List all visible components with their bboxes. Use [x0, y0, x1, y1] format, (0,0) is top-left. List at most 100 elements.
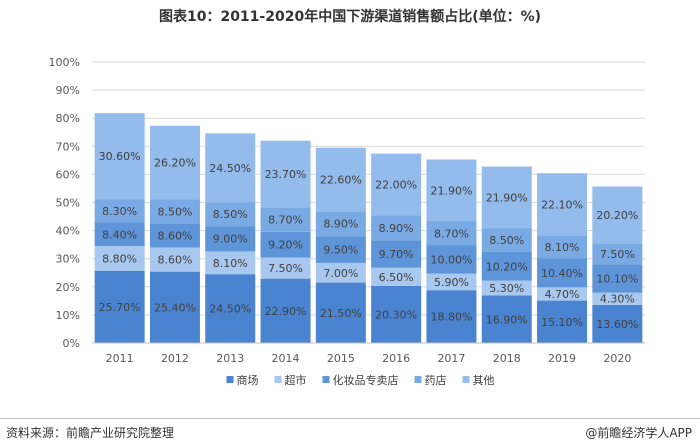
- bar-segment: [592, 243, 643, 265]
- bar-segment: [149, 247, 200, 272]
- data-label: 22.90%: [265, 305, 307, 318]
- bar-segment: [149, 125, 200, 200]
- bar-segment: [94, 246, 145, 271]
- data-label: 8.10%: [213, 257, 248, 270]
- data-label: 26.20%: [154, 157, 196, 170]
- bar-segment: [260, 278, 311, 343]
- legend-label: 其他: [473, 374, 495, 387]
- data-label: 4.30%: [600, 293, 635, 306]
- bar-segment: [205, 133, 256, 203]
- data-label: 8.70%: [434, 227, 469, 240]
- data-label: 9.50%: [323, 244, 358, 257]
- bar-segment: [371, 285, 422, 343]
- data-label: 10.40%: [541, 267, 583, 280]
- data-label: 20.30%: [375, 308, 417, 321]
- x-tick-label: 2011: [106, 352, 134, 365]
- data-label: 22.60%: [320, 173, 362, 186]
- x-tick-label: 2018: [493, 352, 521, 365]
- bar-segment: [260, 207, 311, 232]
- bar-segment: [592, 304, 643, 343]
- y-axis: 0% 10% 20% 30% 40% 50% 60% 70% 80% 90% 100%: [49, 56, 80, 350]
- x-tick-label: 2015: [327, 352, 355, 365]
- bar-segment: [315, 211, 366, 237]
- bar-segment: [371, 215, 422, 241]
- stacked-bar-chart: 0% 10% 20% 30% 40% 50% 60% 70% 80% 90% 100% 25.70%…: [49, 56, 645, 387]
- data-label: 24.50%: [209, 303, 251, 316]
- bar-segment: [371, 267, 422, 286]
- bar-segment: [205, 226, 256, 252]
- data-label: 16.90%: [486, 313, 528, 326]
- bar-segment: [260, 140, 311, 208]
- footer: 资料来源：前瞻产业研究院整理 @前瞻经济学人APP: [0, 418, 700, 443]
- data-label: 6.50%: [379, 271, 414, 284]
- bar-segment: [426, 221, 477, 246]
- bar-segment: [315, 282, 366, 343]
- data-label: 4.70%: [545, 288, 580, 301]
- bar-segment: [537, 300, 588, 343]
- bar-segment: [315, 262, 366, 283]
- bar-segment: [481, 295, 532, 343]
- bar-segment: [205, 274, 256, 343]
- y-tick-label: 40%: [56, 225, 80, 238]
- bar-segment: [481, 280, 532, 296]
- bar-segment: [260, 231, 311, 258]
- bar-segment: [426, 245, 477, 274]
- data-label: 7.50%: [600, 248, 635, 261]
- bar-segment: [481, 166, 532, 229]
- legend-label: 药店: [425, 373, 447, 387]
- legend-label: 商场: [237, 373, 259, 387]
- bar-segment: [426, 290, 477, 343]
- data-label: 9.70%: [379, 248, 414, 261]
- data-label: 10.00%: [430, 254, 472, 267]
- x-tick-label: 2012: [161, 352, 189, 365]
- chart-title: 图表10：2011-2020年中国下游渠道销售额占比(单位：%): [158, 9, 542, 25]
- bar-segment: [149, 223, 200, 248]
- data-label: 8.50%: [213, 208, 248, 221]
- data-label: 7.00%: [323, 267, 358, 280]
- data-label: 20.20%: [596, 209, 638, 222]
- y-tick-label: 80%: [56, 112, 80, 125]
- bar-segment: [592, 292, 643, 305]
- x-tick-label: 2013: [216, 352, 244, 365]
- data-label: 24.50%: [209, 162, 251, 175]
- bar-segment: [426, 273, 477, 291]
- legend-swatch: [322, 376, 330, 383]
- x-tick-label: 2014: [272, 352, 300, 365]
- data-label: 8.80%: [102, 252, 137, 265]
- bar-segment: [592, 264, 643, 293]
- data-label: 8.70%: [268, 214, 303, 227]
- data-label: 8.10%: [545, 241, 580, 254]
- bar-segment: [537, 287, 588, 301]
- data-label: 21.90%: [430, 184, 472, 197]
- legend-swatch: [274, 376, 282, 383]
- y-tick-label: 10%: [56, 309, 80, 322]
- data-label: 9.00%: [213, 233, 248, 246]
- bar-segment: [94, 113, 145, 200]
- data-label: 8.90%: [379, 222, 414, 235]
- data-label: 7.50%: [268, 262, 303, 275]
- data-label: 22.10%: [541, 198, 583, 211]
- bar-segment: [260, 257, 311, 279]
- bar-segment: [537, 235, 588, 259]
- data-label: 25.70%: [99, 301, 141, 314]
- data-label: 8.30%: [102, 205, 137, 218]
- y-tick-label: 60%: [56, 168, 80, 181]
- y-tick-label: 20%: [56, 281, 80, 294]
- bar-segment: [94, 270, 145, 343]
- legend-swatch: [226, 376, 234, 383]
- y-tick-label: 30%: [56, 253, 80, 266]
- data-label: 21.90%: [486, 191, 528, 204]
- data-label: 15.10%: [541, 316, 583, 329]
- data-label: 5.30%: [489, 282, 524, 295]
- y-tick-label: 100%: [49, 56, 80, 69]
- y-tick-label: 50%: [56, 197, 80, 210]
- x-axis: 2011 2012 2013 2014 2015 2016 2017 2018 2019 2020: [92, 342, 645, 365]
- data-label: 5.90%: [434, 276, 469, 289]
- bar-segment: [371, 240, 422, 268]
- data-label: 13.60%: [596, 318, 638, 331]
- data-label: 10.10%: [596, 273, 638, 286]
- y-tick-label: 90%: [56, 84, 80, 97]
- bar-segment: [481, 228, 532, 252]
- bar-segment: [149, 271, 200, 343]
- legend: 商场 超市 化妆品专卖店 药店 其他: [226, 373, 495, 387]
